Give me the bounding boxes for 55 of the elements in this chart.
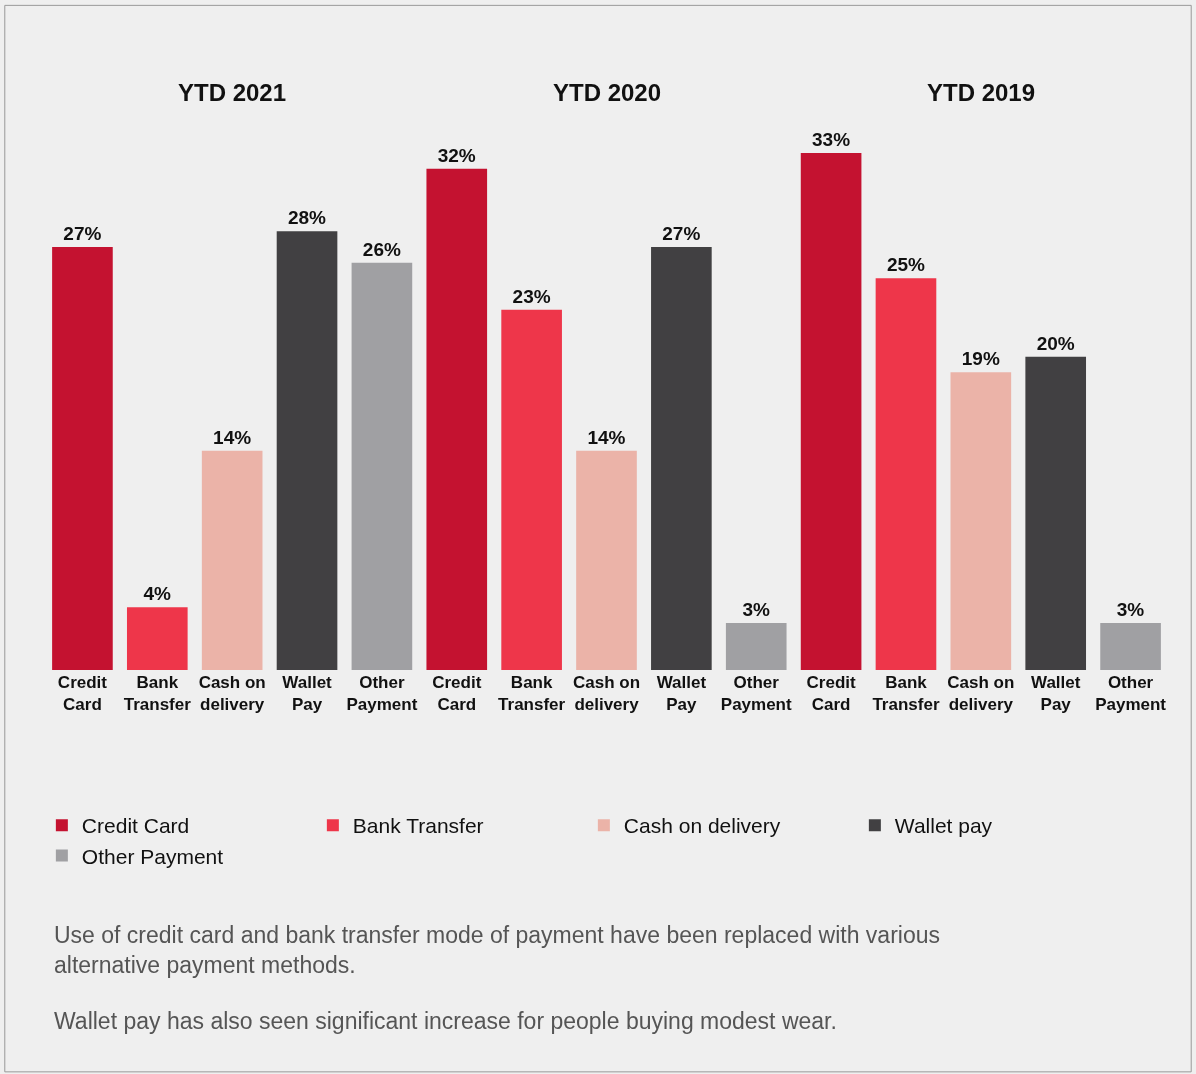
x-tick-label: Cash on delivery [947, 673, 1015, 715]
bar [126, 607, 188, 670]
text: YTD 2019 [927, 79, 1036, 106]
data-label: 14% [587, 426, 626, 448]
x-tick-label: Wallet Pay [656, 673, 707, 715]
data-label: 25% [886, 254, 926, 276]
bar [501, 309, 562, 670]
bar [426, 168, 488, 670]
legend-label: Wallet pay [894, 814, 993, 838]
data-label: 19% [961, 348, 1000, 370]
x-tick-label: Credit Card [57, 673, 108, 715]
data-label: 32% [437, 144, 476, 166]
text: Wallet pay has also seen significant increase for people buying modest wear. [54, 1008, 837, 1034]
x-tick-label: Other Payment [346, 673, 418, 715]
data-label: 33% [812, 129, 851, 150]
text: Use of credit card and bank transfer mode of payment have been replaced with various alternative payment methods. [54, 922, 940, 978]
bar [576, 450, 637, 670]
x-tick-label: Cash on delivery [198, 673, 266, 715]
data-label: 20% [1036, 332, 1075, 354]
data-label: 27% [662, 223, 701, 244]
data-label: 26% [362, 238, 401, 260]
legend-label: Credit Card [81, 814, 190, 838]
bar [1025, 356, 1087, 670]
x-tick-label: Wallet Pay [1030, 673, 1081, 715]
x-tick-label: Credit Card [432, 673, 482, 715]
x-tick-label: Other Payment [720, 673, 792, 715]
bar [351, 262, 413, 670]
data-label: 27% [63, 223, 102, 244]
text: YTD 2021 [178, 79, 287, 106]
data-label: 14% [213, 426, 252, 448]
x-tick-label: Bank Transfer [498, 673, 566, 715]
legend-label: Cash on delivery [623, 814, 781, 838]
bar [725, 623, 787, 670]
bar [52, 247, 113, 670]
bar [950, 372, 1012, 670]
text: YTD 2020 [553, 79, 662, 106]
bar [201, 450, 263, 670]
data-label: 3% [1116, 599, 1145, 620]
bar [875, 278, 937, 670]
legend-label: Bank Transfer [352, 814, 484, 838]
bar [800, 153, 862, 670]
x-tick-label: Cash on delivery [572, 673, 641, 715]
data-label: 28% [287, 207, 327, 229]
bar [276, 231, 338, 670]
x-tick-label: Bank Transfer [872, 673, 940, 715]
data-label: 3% [742, 599, 771, 620]
x-tick-label: Wallet Pay [282, 673, 333, 715]
x-tick-label: Other Payment [1095, 673, 1167, 715]
x-tick-label: Bank Transfer [123, 673, 192, 715]
data-label: 23% [512, 285, 551, 307]
bar [1100, 623, 1161, 670]
data-label: 4% [143, 583, 172, 605]
bar [651, 247, 712, 670]
legend-label: Other Payment [81, 844, 224, 868]
x-tick-label: Credit Card [806, 673, 856, 715]
